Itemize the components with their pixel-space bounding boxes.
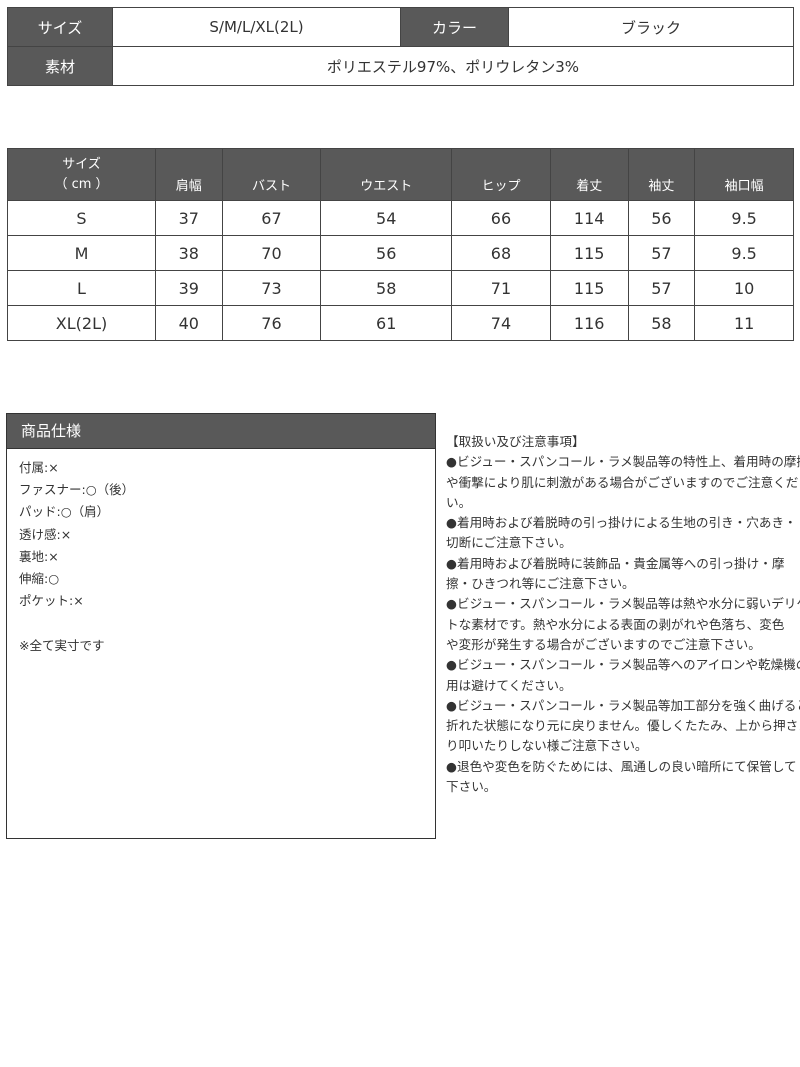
table-cell: 70: [221, 235, 322, 271]
row-size: S: [7, 200, 156, 236]
note-line: 切断にご注意下さい。: [446, 535, 572, 551]
table-cell: 66: [451, 200, 551, 236]
spec-item: 付属:×: [19, 460, 59, 475]
table-cell: 58: [320, 270, 453, 306]
column-header: 袖丈: [627, 148, 696, 201]
table-cell: 115: [549, 235, 629, 271]
table-cell: 10: [694, 270, 794, 306]
table-cell: 54: [320, 200, 453, 236]
spec-item: 伸縮:○: [19, 571, 60, 587]
spec-item: ファスナー:○（後）: [19, 482, 135, 498]
care-notes: 【取扱い及び注意事項】 ●ビジュー・スパンコール・ラメ製品等の特性上、着用時の摩…: [446, 432, 800, 797]
table-cell: 116: [549, 305, 629, 341]
row-size: M: [7, 235, 156, 271]
spec-item: 透け感:×: [19, 526, 72, 542]
table-cell: 58: [627, 305, 696, 341]
size-label: サイズ: [7, 7, 113, 47]
column-header: 着丈: [549, 148, 629, 201]
material-label: 素材: [7, 46, 113, 86]
notes-title: 【取扱い及び注意事項】: [446, 434, 585, 449]
color-label: カラー: [400, 7, 509, 47]
note-line: ●着用時および着脱時に装飾品・貴金属等への引っ掛け・摩: [446, 555, 785, 571]
table-cell: 115: [549, 270, 629, 306]
table-cell: 57: [627, 270, 696, 306]
row-size: L: [7, 270, 156, 306]
note-line: 下さい。: [446, 779, 497, 795]
table-row: XL(2L) 40 76 61 74 116 58 11: [7, 305, 794, 341]
table-cell: 9.5: [694, 235, 794, 271]
column-header: バスト: [221, 148, 322, 201]
table-cell: 56: [320, 235, 453, 271]
column-header: 肩幅: [155, 148, 223, 201]
size-header: サイズ （ cm ）: [7, 148, 156, 201]
note-line: や変形が発生する場合がございますのでご注意下さい。: [446, 636, 761, 652]
material-value: ポリエステル97%、ポリウレタン3%: [112, 46, 794, 86]
note-line: 用は避けてください。: [446, 677, 572, 693]
table-cell: 61: [320, 305, 453, 341]
table-cell: 9.5: [694, 200, 794, 236]
basic-info-table: サイズ S/M/L/XL(2L) カラー ブラック 素材 ポリエステル97%、ポ…: [7, 7, 794, 86]
note-line: 擦・ひきつれ等にご注意下さい。: [446, 576, 635, 592]
column-header: 袖口幅: [694, 148, 794, 201]
table-cell: 67: [221, 200, 322, 236]
spec-item: ポケット:×: [19, 593, 84, 609]
note-line: ●着用時および着脱時の引っ掛けによる生地の引き・穴あき・: [446, 515, 797, 531]
note-line: や衝撃により肌に刺激がある場合がございますのでご注意くださ: [446, 474, 800, 490]
table-cell: 39: [155, 270, 223, 306]
spec-list: 付属:× ファスナー:○（後） パッド:○（肩） 透け感:× 裏地:× 伸縮:○ ポケット:…: [7, 449, 435, 657]
table-cell: 37: [155, 200, 223, 236]
spec-box: 商品仕様 付属:× ファスナー:○（後） パッド:○（肩） 透け感:× 裏地:× 伸縮:○…: [6, 413, 436, 839]
size-header-unit: （ cm ）: [54, 176, 109, 192]
spec-item: 裏地:×: [19, 548, 59, 564]
size-value: S/M/L/XL(2L): [112, 7, 401, 47]
note-line: ●ビジュー・スパンコール・ラメ製品等加工部分を強く曲げると: [446, 697, 800, 713]
table-cell: 114: [549, 200, 629, 236]
table-row: S 37 67 54 66 114 56 9.5: [7, 200, 794, 236]
table-cell: 71: [451, 270, 551, 306]
spec-note: ※全て実寸です: [19, 637, 105, 653]
note-line: ●退色や変色を防ぐためには、風通しの良い暗所にて保管して: [446, 758, 797, 774]
spec-item: パッド:○（肩）: [19, 504, 110, 520]
table-cell: 56: [627, 200, 696, 236]
note-line: り叩いたりしない様ご注意下さい。: [446, 738, 648, 754]
table-cell: 40: [155, 305, 223, 341]
note-line: ●ビジュー・スパンコール・ラメ製品等へのアイロンや乾燥機の使: [446, 657, 800, 673]
table-cell: 74: [451, 305, 551, 341]
spec-title: 商品仕様: [7, 414, 435, 449]
note-line: ●ビジュー・スパンコール・ラメ製品等は熱や水分に弱いデリケー: [446, 596, 800, 612]
table-cell: 57: [627, 235, 696, 271]
table-cell: 11: [694, 305, 794, 341]
table-row: L 39 73 58 71 115 57 10: [7, 270, 794, 306]
size-table: サイズ（ cm ） 肩幅 バスト ウエスト ヒップ 着丈 袖丈 袖口幅 S 37 67 54 66 1…: [7, 148, 794, 341]
color-value: ブラック: [508, 7, 794, 47]
note-line: い。: [446, 494, 472, 510]
row-size: XL(2L): [7, 305, 156, 341]
note-line: トな素材です。熱や水分による表面の剥がれや色落ち、変色: [446, 616, 785, 632]
column-header: ウエスト: [320, 148, 453, 201]
note-line: 折れた状態になり元に戻りません。優しくたたみ、上から押さえた: [446, 718, 800, 734]
size-header-label: サイズ: [62, 156, 101, 172]
table-cell: 68: [451, 235, 551, 271]
column-header: ヒップ: [451, 148, 551, 201]
table-cell: 76: [221, 305, 322, 341]
table-cell: 38: [155, 235, 223, 271]
table-row: M 38 70 56 68 115 57 9.5: [7, 235, 794, 271]
table-cell: 73: [221, 270, 322, 306]
note-line: ●ビジュー・スパンコール・ラメ製品等の特性上、着用時の摩擦: [446, 454, 800, 470]
